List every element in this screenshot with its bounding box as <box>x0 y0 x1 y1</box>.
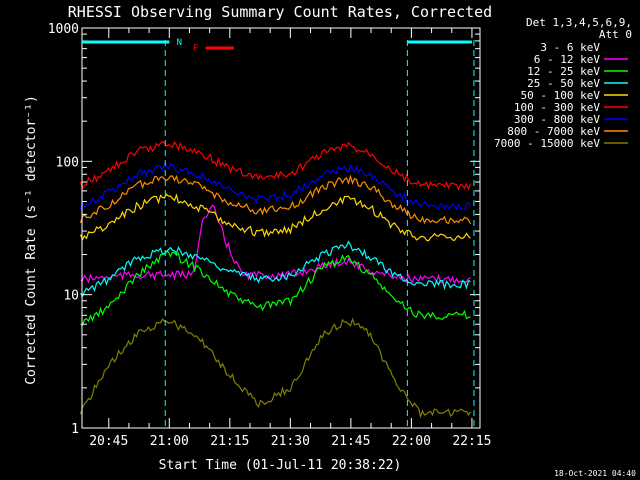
series-line-1 <box>80 204 471 285</box>
flag-label-0: N <box>177 38 182 48</box>
series-7 <box>79 174 472 225</box>
series-line-3 <box>80 240 471 298</box>
x-tick-label: 21:30 <box>271 434 310 449</box>
legend-entry-4: 50 - 100 keV <box>521 89 601 102</box>
series-line-5 <box>79 140 472 191</box>
legend-entry-7: 800 - 7000 keV <box>507 125 600 138</box>
series-2 <box>80 250 471 326</box>
series-1 <box>80 204 471 285</box>
plot-area: 1 10 100 1000 20:45 21:00 21:15 21:30 21:45 22:00… <box>48 22 492 449</box>
series-line-8 <box>79 317 472 419</box>
series-3 <box>80 240 471 298</box>
y-axis-label: Corrected Count Rate (s⁻¹ detector⁻¹) <box>24 95 39 385</box>
y-tick-label: 1 <box>71 422 79 437</box>
series-5 <box>79 140 472 191</box>
x-tick-label: 21:45 <box>331 434 370 449</box>
x-tick-label: 22:15 <box>452 434 491 449</box>
series-0 <box>79 216 472 367</box>
y-tick-label: 10 <box>63 289 79 304</box>
series-4 <box>79 193 471 242</box>
series-line-0 <box>79 216 472 367</box>
legend-entry-2: 12 - 25 keV <box>527 65 600 78</box>
timestamp-label: 18-Oct-2021 04:40 <box>554 469 636 478</box>
y-tick-label: 1000 <box>48 22 79 37</box>
flag-label-1: F <box>193 44 198 54</box>
legend-entry-0: 3 - 6 keV <box>540 41 600 54</box>
plot-frame <box>81 27 481 429</box>
x-axis-label: Start Time (01-Jul-11 20:38:22) <box>159 458 402 473</box>
legend-entry-3: 25 - 50 keV <box>527 77 600 90</box>
series-line-4 <box>79 193 471 242</box>
y-tick-label: 100 <box>56 155 79 170</box>
detector-label: Det 1,3,4,5,6,9, <box>526 16 632 29</box>
legend-entry-6: 300 - 800 keV <box>514 113 600 126</box>
x-tick-label: 21:15 <box>210 434 249 449</box>
legend-entry-8: 7000 - 15000 keV <box>494 137 600 150</box>
series-8 <box>79 317 472 419</box>
series-line-2 <box>80 250 471 326</box>
x-tick-label: 22:00 <box>392 434 431 449</box>
legend-entry-5: 100 - 300 keV <box>514 101 600 114</box>
x-tick-label: 21:00 <box>150 434 189 449</box>
attenuator-label: Att 0 <box>599 28 632 41</box>
chart-title: RHESSI Observing Summary Count Rates, Co… <box>68 3 492 21</box>
legend-entry-1: 6 - 12 keV <box>534 53 601 66</box>
series-6 <box>79 162 472 211</box>
x-tick-label: 20:45 <box>89 434 128 449</box>
series-line-6 <box>79 162 472 211</box>
series-line-7 <box>79 174 472 225</box>
